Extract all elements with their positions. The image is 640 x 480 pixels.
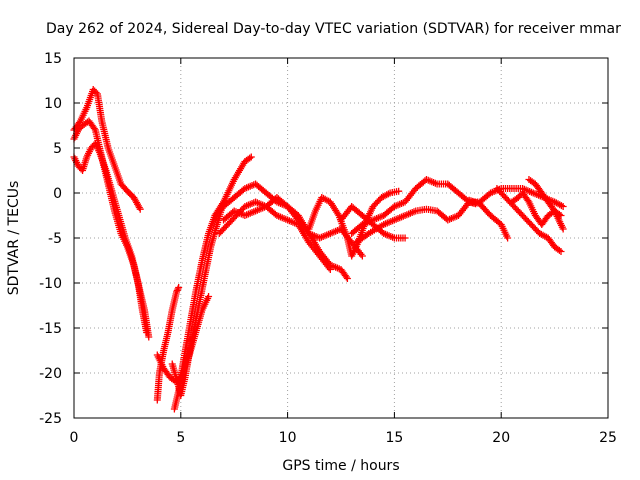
x-tick-label: 25 xyxy=(599,430,617,446)
y-tick-label: -5 xyxy=(48,231,62,247)
data-point xyxy=(557,212,565,219)
y-axis-label: SDTVAR / TECUs xyxy=(6,181,22,296)
series-track-3 xyxy=(70,117,153,341)
data-point xyxy=(555,210,563,218)
series-track-12 xyxy=(337,203,409,242)
data-point xyxy=(559,225,567,233)
series-track-18 xyxy=(525,176,565,219)
series-track-14 xyxy=(352,185,567,246)
x-tick-label: 20 xyxy=(492,430,510,446)
data-points xyxy=(70,86,567,413)
x-tick-label: 15 xyxy=(385,430,403,446)
data-point xyxy=(135,204,143,212)
series-track-11 xyxy=(305,187,403,260)
x-axis-label: GPS time / hours xyxy=(282,458,399,474)
series-track-15 xyxy=(465,196,512,242)
data-point xyxy=(136,205,144,213)
y-tick-label: 10 xyxy=(44,96,62,112)
data-point xyxy=(395,187,403,195)
grid-lines xyxy=(74,58,608,418)
data-point xyxy=(342,273,350,281)
data-point xyxy=(173,288,181,296)
data-point xyxy=(559,203,567,210)
data-point xyxy=(557,248,565,255)
series-track-13 xyxy=(348,176,480,237)
series-track-1 xyxy=(70,86,144,213)
series-track-7 xyxy=(170,153,255,413)
data-point xyxy=(174,285,182,293)
data-point xyxy=(358,252,366,260)
data-point xyxy=(343,275,351,282)
data-point xyxy=(205,293,213,300)
y-tick-label: 15 xyxy=(44,51,62,67)
series-track-9 xyxy=(215,198,334,273)
y-tick-label: -25 xyxy=(39,411,62,427)
x-tick-label: 5 xyxy=(176,430,185,446)
data-point xyxy=(175,284,183,291)
x-tick-label: 0 xyxy=(70,430,79,446)
axis-ticks: 0 5 10 15 20 25 15 10 5 0 -5 -10 -15 -20 -25 xyxy=(39,51,617,446)
series-track-17 xyxy=(508,189,567,233)
y-tick-label: -15 xyxy=(39,321,62,337)
data-point xyxy=(504,234,512,242)
data-point xyxy=(145,333,153,341)
chart-title: Day 262 of 2024, Sidereal Day-to-day VTE… xyxy=(46,21,621,37)
data-point xyxy=(92,89,100,96)
x-tick-label: 10 xyxy=(279,430,297,446)
data-point xyxy=(555,246,563,254)
data-point xyxy=(246,154,254,162)
data-point xyxy=(173,287,181,294)
data-point xyxy=(401,234,409,242)
data-point xyxy=(90,125,98,132)
y-tick-label: -10 xyxy=(39,276,62,292)
y-tick-label: -20 xyxy=(39,366,62,382)
series-track-16 xyxy=(493,185,565,255)
y-tick-label: 0 xyxy=(53,186,62,202)
data-point xyxy=(326,266,334,273)
y-tick-label: 5 xyxy=(53,141,62,157)
data-point xyxy=(247,153,255,161)
